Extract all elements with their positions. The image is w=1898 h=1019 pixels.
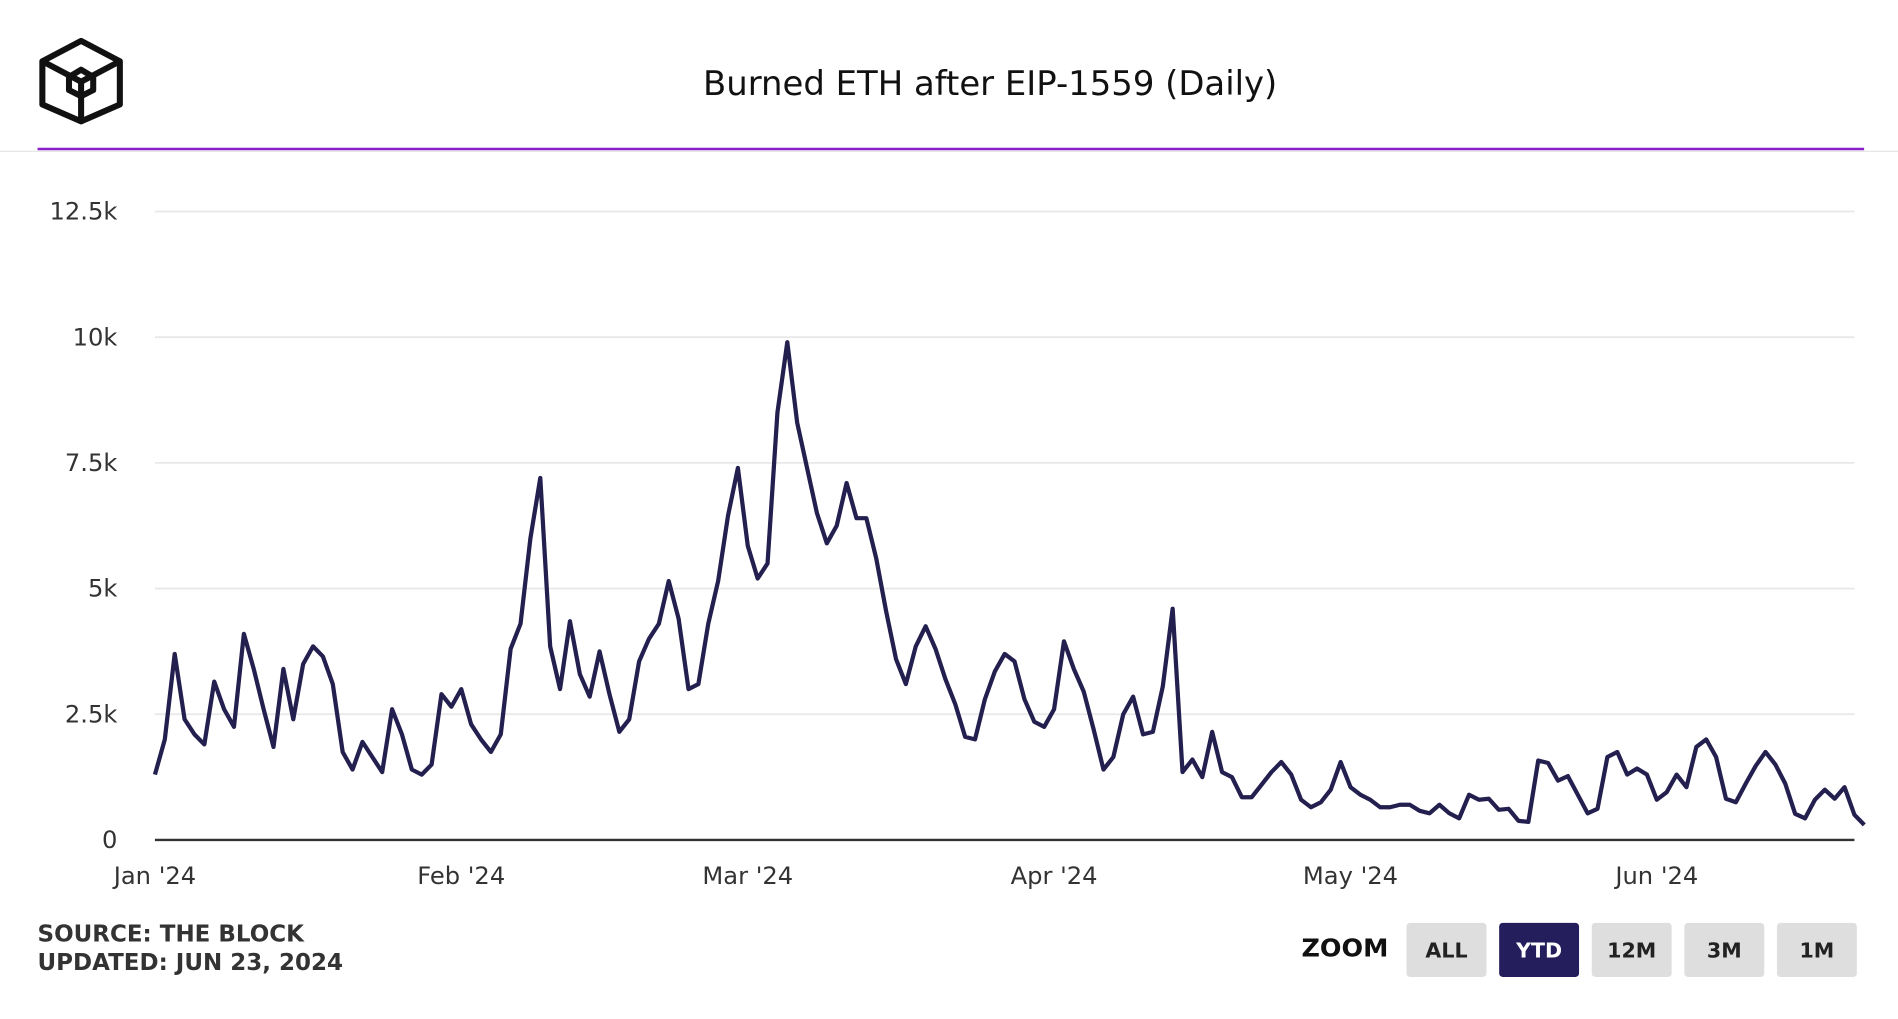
x-tick-label: Mar '24 bbox=[702, 862, 793, 890]
x-tick-label: Feb '24 bbox=[417, 862, 505, 890]
x-tick-label: Apr '24 bbox=[1011, 862, 1098, 890]
zoom-button-label: ALL bbox=[1425, 939, 1467, 963]
zoom-button[interactable]: 12M bbox=[1591, 922, 1672, 977]
data-line bbox=[152, 340, 1866, 827]
zoom-button-label: YTD bbox=[1515, 939, 1562, 963]
zoom-button-bg bbox=[1591, 922, 1672, 977]
y-tick-label: 10k bbox=[73, 323, 118, 351]
zoom-button-label: 1M bbox=[1800, 939, 1835, 963]
x-tick-label: Jan '24 bbox=[112, 862, 196, 890]
zoom-button-label: 3M bbox=[1707, 939, 1742, 963]
chart-title: Burned ETH after EIP-1559 (Daily) bbox=[703, 64, 1277, 103]
zoom-label: ZOOM bbox=[1301, 932, 1388, 962]
y-tick-label: 12.5k bbox=[50, 198, 118, 226]
zoom-button-label: 12M bbox=[1607, 939, 1656, 963]
zoom-button[interactable]: 1M bbox=[1776, 922, 1857, 977]
zoom-button-bg bbox=[1776, 922, 1857, 977]
zoom-button-bg bbox=[1684, 922, 1765, 977]
y-tick-label: 5k bbox=[88, 575, 117, 603]
zoom-button[interactable]: ALL bbox=[1406, 922, 1487, 977]
plot: 0 2.5k 5k 7.5k 10k 12.5k Jan '24 Feb '24 Mar '24… bbox=[50, 198, 1866, 890]
zoom-button-bg bbox=[1499, 922, 1580, 977]
source: SOURCE: THE BLOCK bbox=[38, 921, 306, 947]
x-tick-label: May '24 bbox=[1303, 862, 1398, 890]
logo bbox=[39, 37, 123, 125]
zoom-button-bg bbox=[1406, 922, 1487, 977]
zoom-button[interactable]: 3M bbox=[1684, 922, 1765, 977]
updated: UPDATED: JUN 23, 2024 bbox=[38, 950, 343, 976]
zoom-buttons: ALL YTD 12M 3M 1M bbox=[1406, 922, 1857, 977]
x-tick-label: Jun '24 bbox=[1613, 862, 1698, 890]
y-tick-label: 0 bbox=[102, 826, 117, 854]
y-tick-label: 7.5k bbox=[65, 449, 118, 477]
y-tick-label: 2.5k bbox=[65, 701, 118, 729]
zoom-button[interactable]: YTD bbox=[1499, 922, 1580, 977]
